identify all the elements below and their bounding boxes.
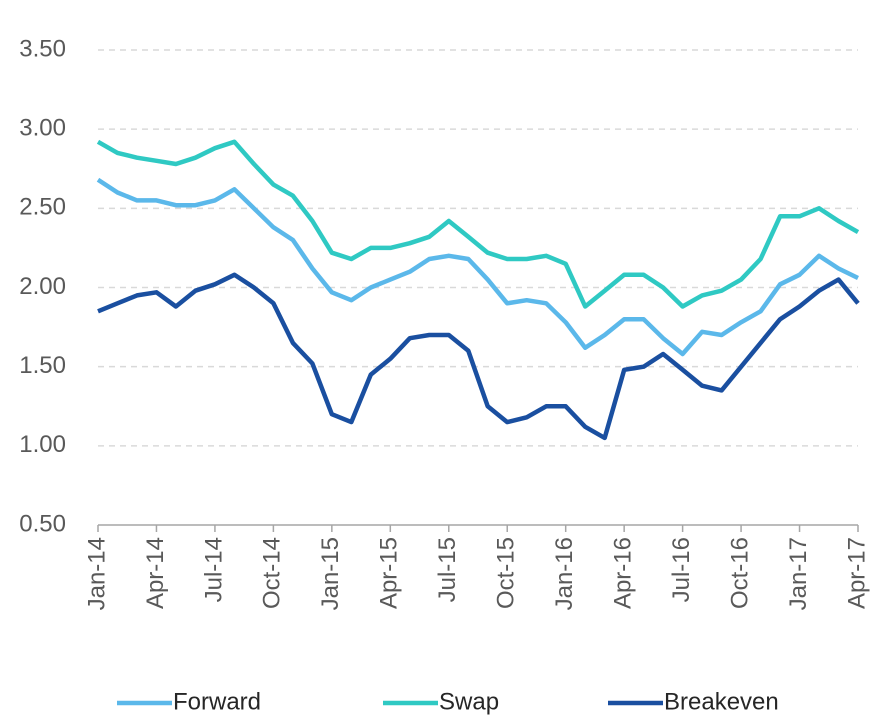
y-tick-label: 3.50 [19,35,66,62]
y-tick-label: 2.00 [19,273,66,300]
x-tick-label: Oct-16 [726,537,753,609]
y-tick-label: 1.50 [19,352,66,379]
x-tick-label: Jan-17 [785,537,812,610]
y-tick-label: 3.00 [19,115,66,142]
legend: Forward Swap Breakeven [117,688,779,715]
x-tick-label: Jul-16 [668,537,695,602]
series-line [96,139,860,309]
x-tick-label: Jul-15 [434,537,461,602]
y-tick-label: 2.50 [19,194,66,221]
x-tick-label: Apr-15 [376,537,403,609]
series-line [97,272,860,441]
legend-label: Forward [173,688,261,715]
x-tick-label: Jul-14 [200,537,227,602]
legend-label: Breakeven [664,688,779,715]
legend-label: Swap [439,688,499,715]
x-tick-label: Oct-14 [259,537,286,609]
y-tick-label: 1.00 [19,431,66,458]
x-tick-label: Oct-15 [493,537,520,609]
x-tick-label: Jan-15 [317,537,344,610]
series-line [96,177,859,357]
y-tick-label: 0.50 [19,510,66,537]
x-tick-label: Apr-17 [843,537,870,609]
x-tick-label: Jan-14 [83,537,110,610]
x-tick-label: Jan-16 [551,537,578,610]
x-tick-label: Apr-14 [142,537,169,609]
x-tick-label: Apr-16 [609,537,636,609]
